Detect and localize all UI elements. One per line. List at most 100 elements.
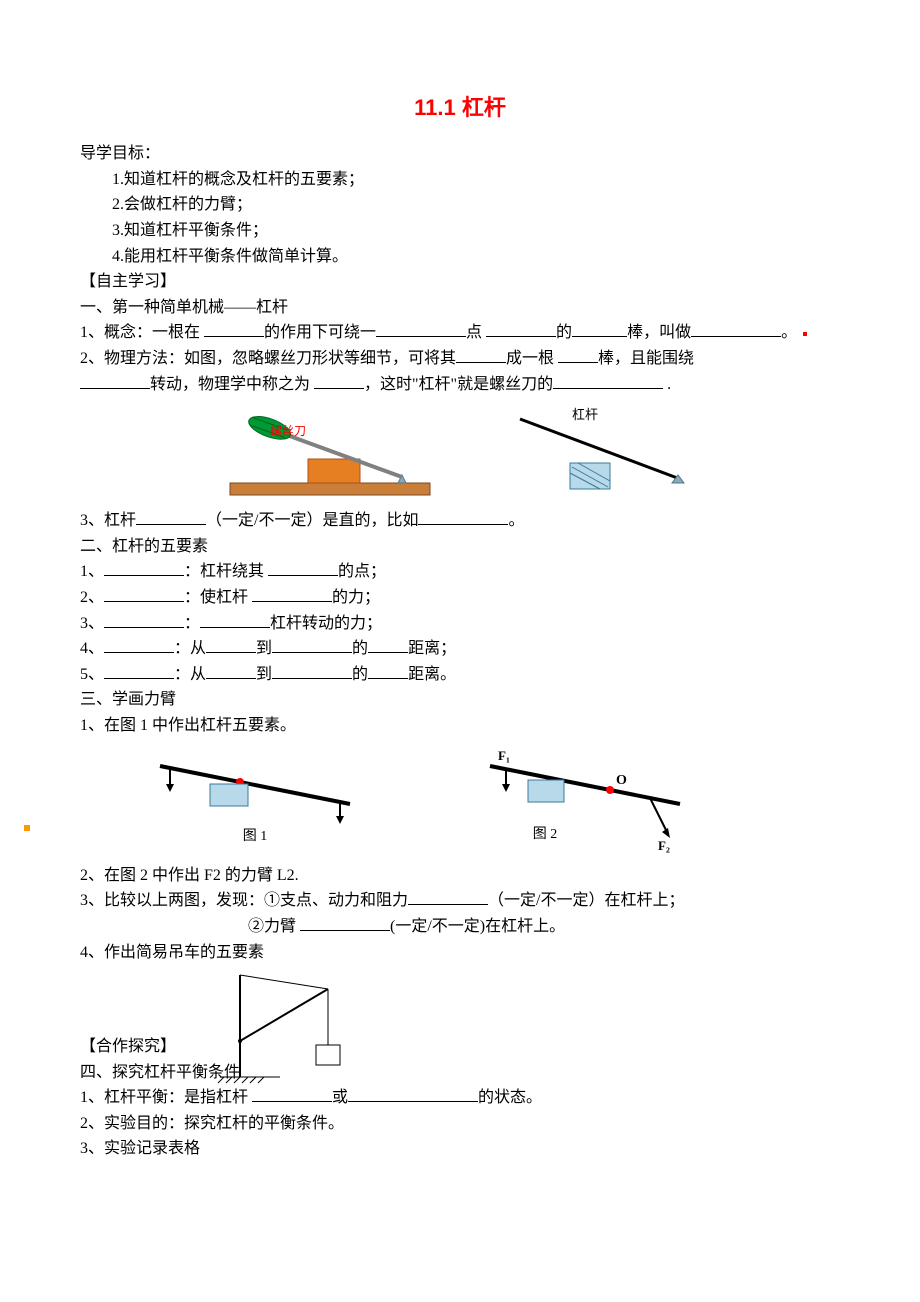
t: 转动，物理学中称之为 (150, 376, 314, 393)
blank (691, 320, 781, 337)
section-self-study: 【自主学习】 (80, 269, 840, 295)
blank (104, 662, 174, 679)
t: 1、 (80, 563, 104, 580)
red-dot (803, 332, 807, 336)
t: (一定/不一定)在杠杆上。 (390, 918, 565, 935)
s2-r5: 5、 ：从 到 的 距离。 (80, 662, 840, 688)
t: 。 (508, 512, 524, 529)
t: 的 (352, 640, 368, 657)
t: ：杠杆绕其 (184, 563, 268, 580)
caption-2: 图 2 (390, 824, 700, 846)
s4-r1: 1、杠杆平衡：是指杠杆 或 的状态。 (80, 1085, 840, 1111)
blank (104, 636, 174, 653)
lever-diagram: 杠杆 (500, 405, 700, 500)
t: 4、 (80, 640, 104, 657)
t: ：使杠杆 (184, 589, 252, 606)
s3-l5: 4、作出简易吊车的五要素 (80, 940, 840, 966)
t: 点 (466, 324, 486, 341)
figure-levers-1-2: 图 1 F₁ O F₂ 图 2 (140, 744, 840, 848)
blank (348, 1085, 478, 1102)
blank (268, 559, 338, 576)
svg-text:F₁: F₁ (498, 748, 510, 763)
blank (204, 320, 264, 337)
blank (104, 559, 184, 576)
blank (252, 1085, 332, 1102)
page-title: 11.1 杠杆 (80, 90, 840, 125)
s1-line2a: 2、物理方法：如图，忽略螺丝刀形状等细节，可将其成一根 棒，且能围绕 (80, 346, 840, 372)
blank (368, 636, 408, 653)
t: 3、 (80, 615, 104, 632)
t: （一定/不一定）是直的，比如 (206, 512, 418, 529)
t: ，这时"杠杆"就是螺丝刀的 (364, 376, 553, 393)
s3-title: 三、学画力臂 (80, 687, 840, 713)
t: 5、 (80, 666, 104, 683)
blank (206, 662, 256, 679)
t: 或 (332, 1089, 348, 1106)
s1-line1: 1、概念：一根在 的作用下可绕一 点 的 棒，叫做 。 (80, 320, 840, 346)
blank (418, 508, 508, 525)
orange-marker (24, 825, 30, 831)
s3-l2: 2、在图 2 中作出 F2 的力臂 L2. (80, 863, 840, 889)
t: 到 (256, 666, 272, 683)
t: 距离； (408, 640, 456, 657)
blank (456, 346, 506, 363)
t: 1、杠杆平衡：是指杠杆 (80, 1089, 252, 1106)
screwdriver-label: 螺丝刀 (270, 424, 306, 438)
t: ：从 (174, 666, 206, 683)
lever-label: 杠杆 (572, 407, 598, 422)
t: 棒，叫做 (627, 324, 691, 341)
s3-l3: 3、比较以上两图，发现：①支点、动力和阻力 （一定/不一定）在杠杆上； (80, 888, 840, 914)
blank (200, 611, 270, 628)
s3-l1: 1、在图 1 中作出杠杆五要素。 (80, 713, 840, 739)
figure-screwdriver-lever: 螺丝刀 杠杆 (80, 405, 840, 500)
s2-r2: 2、：使杠杆 的力； (80, 585, 840, 611)
crane-figure-row: 【合作探究】 四、探究杠杆平衡条件 (80, 965, 840, 1085)
s1-line3: 3、杠杆（一定/不一定）是直的，比如。 (80, 508, 840, 534)
crane-diagram (200, 965, 360, 1085)
blank (553, 372, 663, 389)
t: 。 (781, 324, 797, 341)
t: 2、物理方法：如图，忽略螺丝刀形状等细节，可将其 (80, 350, 456, 367)
blank (252, 585, 332, 602)
t: 的力； (332, 589, 380, 606)
blank (558, 346, 598, 363)
t: 的 (556, 324, 572, 341)
s1-title: 一、第一种简单机械——杠杆 (80, 295, 840, 321)
objectives-label: 导学目标： (80, 141, 840, 167)
svg-text:F₂: F₂ (658, 838, 670, 853)
blank (104, 585, 184, 602)
t: 杠杆转动的力； (270, 615, 382, 632)
blank (272, 662, 352, 679)
s2-r1: 1、 ：杠杆绕其 的点； (80, 559, 840, 585)
blank (314, 372, 364, 389)
s3-l4: ②力臂 (一定/不一定)在杠杆上。 (80, 914, 840, 940)
t: 的作用下可绕一 (264, 324, 376, 341)
blank (486, 320, 556, 337)
t: 3、比较以上两图，发现：①支点、动力和阻力 (80, 892, 408, 909)
objective-2: 2.会做杠杆的力臂； (80, 192, 840, 218)
t: 到 (256, 640, 272, 657)
blank (206, 636, 256, 653)
t: 的状态。 (478, 1089, 542, 1106)
blank (368, 662, 408, 679)
s1-line2b: 转动，物理学中称之为 ，这时"杠杆"就是螺丝刀的 . (80, 372, 840, 398)
caption-1: 图 1 (140, 826, 370, 848)
t: ：从 (174, 640, 206, 657)
s4-r3: 3、实验记录表格 (80, 1136, 840, 1162)
page: 11.1 杠杆 导学目标： 1.知道杠杆的概念及杠杆的五要素； 2.会做杠杆的力… (0, 0, 920, 1222)
t: （一定/不一定）在杠杆上； (488, 892, 684, 909)
figure-1: 图 1 (140, 744, 370, 848)
s2-r3: 3、：杠杆转动的力； (80, 611, 840, 637)
blank (272, 636, 352, 653)
blank (408, 888, 488, 905)
blank (80, 372, 150, 389)
blank (376, 320, 466, 337)
t: 1、概念：一根在 (80, 324, 204, 341)
t: 的点； (338, 563, 386, 580)
t: 的 (352, 666, 368, 683)
t: . (663, 376, 671, 393)
t: 距离。 (408, 666, 456, 683)
blank (572, 320, 627, 337)
t: 棒，且能围绕 (598, 350, 694, 367)
blank (300, 914, 390, 931)
